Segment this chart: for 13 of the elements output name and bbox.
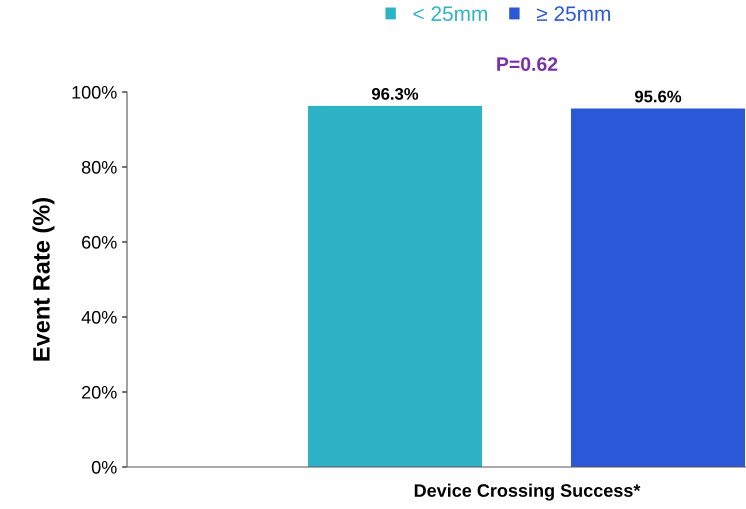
y-axis-title: Event Rate (%) (32, 198, 54, 361)
x-tick-label: Device Crossing Success* (414, 484, 640, 501)
legend-label: ≥ 25mm (536, 6, 610, 22)
y-tick-label: 0% (92, 460, 117, 474)
y-tick-label: 80% (82, 160, 117, 174)
legend-label: < 25mm (414, 6, 487, 22)
y-tick-label: 40% (82, 310, 117, 324)
y-tick-label: 60% (82, 236, 117, 249)
y-tick-label: 20% (82, 386, 117, 399)
data-label: 95.6% (634, 90, 682, 102)
text: P=0.62 (497, 57, 558, 71)
data-label: 96.3% (372, 88, 418, 100)
y-tick-label: 100% (72, 86, 117, 99)
